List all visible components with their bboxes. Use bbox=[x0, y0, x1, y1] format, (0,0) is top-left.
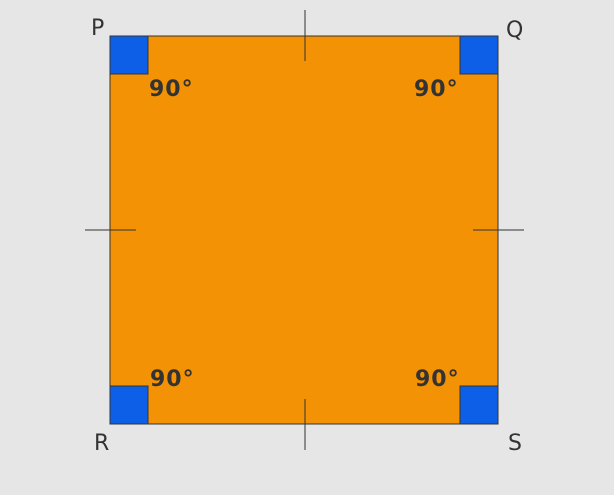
angle-label-q: 90° bbox=[414, 77, 459, 102]
vertex-label-q: Q bbox=[506, 18, 523, 43]
vertex-label-p: P bbox=[91, 16, 104, 41]
right-angle-marker-s bbox=[459, 385, 499, 425]
angle-label-p: 90° bbox=[149, 77, 194, 102]
angle-label-r: 90° bbox=[150, 367, 195, 392]
angle-label-s: 90° bbox=[415, 367, 460, 392]
right-angle-marker-p bbox=[109, 35, 149, 75]
right-angle-marker-r bbox=[109, 385, 149, 425]
vertex-label-r: R bbox=[94, 431, 109, 456]
square-pqsr bbox=[109, 35, 499, 425]
vertex-label-s: S bbox=[508, 431, 522, 456]
right-angle-marker-q bbox=[459, 35, 499, 75]
